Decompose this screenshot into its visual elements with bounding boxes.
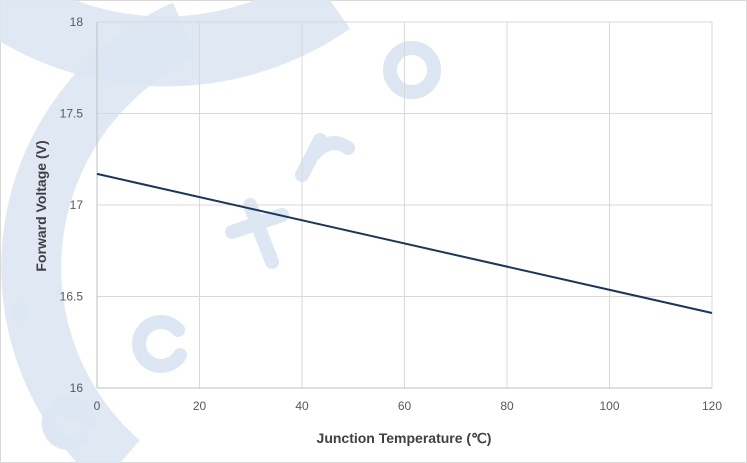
- y-tick-label: 16.5: [60, 290, 84, 304]
- watermark: [0, 0, 441, 463]
- x-tick-label: 40: [295, 399, 309, 413]
- y-tick-label: 16: [70, 381, 84, 395]
- y-tick-label: 18: [70, 15, 84, 29]
- x-tick-label: 80: [500, 399, 514, 413]
- y-tick-labels: 16 16.5 17 17.5 18: [60, 15, 84, 395]
- x-tick-labels: 0 20 40 60 80 100 120: [94, 399, 723, 413]
- x-tick-label: 120: [702, 399, 722, 413]
- watermark-letter-e: [41, 396, 99, 451]
- x-tick-label: 0: [94, 399, 101, 413]
- series-line: [96, 172, 713, 314]
- watermark-letter-o: [383, 41, 441, 99]
- watermark-letter-t: [225, 198, 289, 269]
- x-tick-label: 20: [193, 399, 207, 413]
- watermark-letter-r: [295, 133, 355, 182]
- y-tick-label: 17: [70, 198, 84, 212]
- watermark-dot: [11, 303, 29, 321]
- x-tick-label: 100: [599, 399, 619, 413]
- axes: [96, 22, 712, 389]
- x-tick-label: 60: [398, 399, 412, 413]
- x-axis-title: Junction Temperature (℃): [317, 430, 492, 446]
- watermark-letter-c: [132, 314, 187, 373]
- series-group: [96, 172, 713, 314]
- watermark-arc-left: [1, 2, 198, 463]
- grid-lines: [97, 21, 713, 388]
- y-axis-title: Forward Voltage (V): [33, 140, 49, 271]
- y-tick-label: 17.5: [60, 107, 84, 121]
